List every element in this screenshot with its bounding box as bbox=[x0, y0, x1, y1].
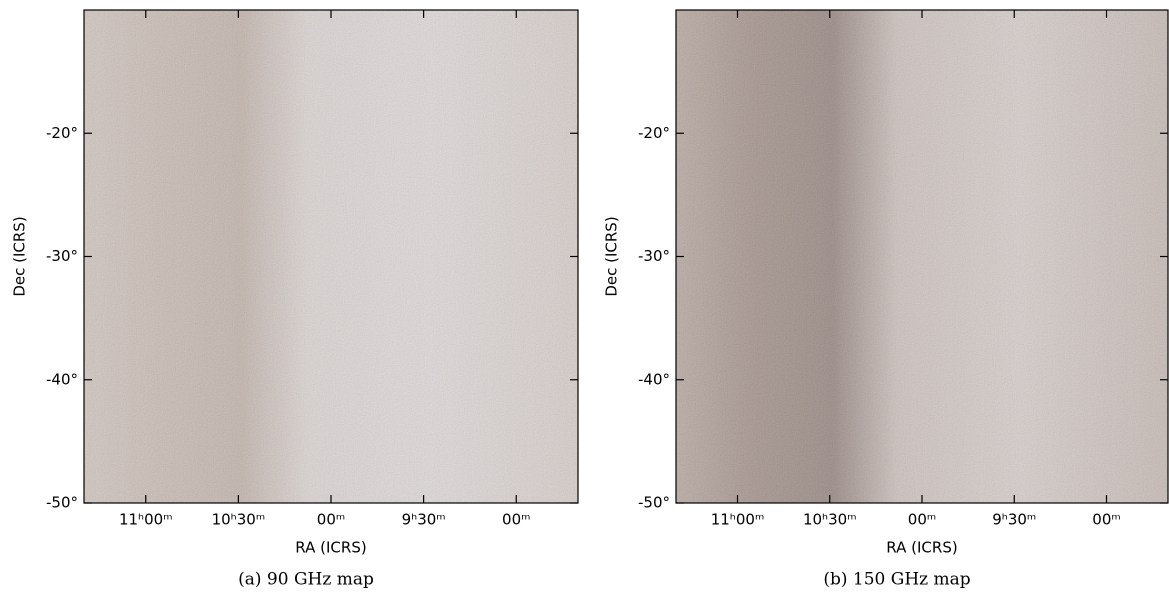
x-tick-label: 10ʰ30ᵐ bbox=[212, 511, 266, 529]
x-tick-label: 9ʰ30ᵐ bbox=[992, 511, 1036, 529]
y-tick-label: -20° bbox=[46, 124, 78, 142]
x-tick-label: 11ʰ00ᵐ bbox=[119, 511, 173, 529]
y-tick-label: -50° bbox=[638, 494, 670, 512]
map-noise bbox=[676, 10, 1168, 503]
x-axis-label: RA (ICRS) bbox=[295, 539, 366, 557]
y-tick-label: -40° bbox=[46, 370, 78, 388]
x-tick-label: 00ᵐ bbox=[502, 511, 530, 529]
caption: (a) 90 GHz map bbox=[238, 570, 374, 590]
x-tick-label: 00ᵐ bbox=[1092, 511, 1120, 529]
x-tick-label: 00ᵐ bbox=[908, 511, 936, 529]
x-tick-label: 11ʰ00ᵐ bbox=[711, 511, 765, 529]
y-tick-label: -30° bbox=[638, 247, 670, 265]
y-axis-label: Dec (ICRS) bbox=[603, 216, 621, 296]
y-tick-label: -30° bbox=[46, 247, 78, 265]
y-tick-label: -20° bbox=[638, 124, 670, 142]
map-noise bbox=[84, 10, 578, 503]
x-tick-label: 9ʰ30ᵐ bbox=[402, 511, 446, 529]
y-tick-label: -40° bbox=[638, 370, 670, 388]
x-axis-label: RA (ICRS) bbox=[886, 539, 957, 557]
x-tick-label: 10ʰ30ᵐ bbox=[803, 511, 857, 529]
caption: (b) 150 GHz map bbox=[823, 570, 970, 590]
y-tick-label: -50° bbox=[46, 494, 78, 512]
x-tick-label: 00ᵐ bbox=[317, 511, 345, 529]
y-axis-label: Dec (ICRS) bbox=[11, 216, 29, 296]
